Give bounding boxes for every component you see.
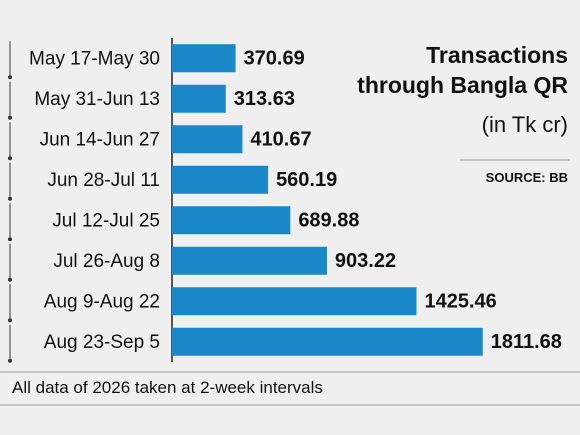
label-dot	[8, 75, 12, 80]
source: SOURCE: BB	[485, 170, 568, 185]
chart-subtitle: (in Tk cr)	[481, 112, 568, 137]
bar	[172, 287, 417, 316]
y-tick-label: May 31-Jun 13	[34, 89, 160, 110]
label-dot	[8, 318, 12, 323]
label-dot	[8, 358, 12, 363]
y-tick-label: May 17-May 30	[29, 48, 160, 69]
y-tick-label: Jul 26-Aug 8	[53, 251, 160, 272]
value-label: 903.22	[335, 250, 396, 272]
bar	[172, 327, 483, 356]
y-tick-label: Jun 28-Jul 11	[47, 170, 160, 191]
bar	[172, 84, 226, 113]
value-label: 560.19	[276, 169, 337, 191]
y-tick-label: Jul 12-Jul 25	[52, 210, 160, 231]
bar	[172, 44, 236, 73]
label-dot	[8, 196, 12, 201]
bar	[172, 125, 243, 154]
label-dot	[8, 156, 12, 161]
value-label: 410.67	[250, 129, 311, 151]
label-dot	[8, 115, 12, 120]
value-label: 1811.68	[491, 331, 562, 353]
value-label: 1425.46	[424, 291, 496, 313]
value-label: 313.63	[234, 88, 295, 110]
chart-title: Transactions through Bangla QR	[357, 42, 568, 98]
bar	[172, 246, 327, 275]
value-label: 689.88	[298, 210, 359, 232]
label-dot	[8, 277, 12, 282]
label-dot	[8, 237, 12, 242]
y-tick-label: Aug 23-Sep 5	[44, 332, 160, 353]
y-tick-label: Jun 14-Jun 27	[40, 129, 160, 150]
y-tick-label: Aug 9-Aug 22	[44, 291, 160, 312]
footnote: All data of 2026 taken at 2-week interva…	[12, 378, 323, 397]
value-label: 370.69	[244, 48, 305, 70]
bar	[172, 206, 291, 235]
bar	[172, 165, 269, 194]
